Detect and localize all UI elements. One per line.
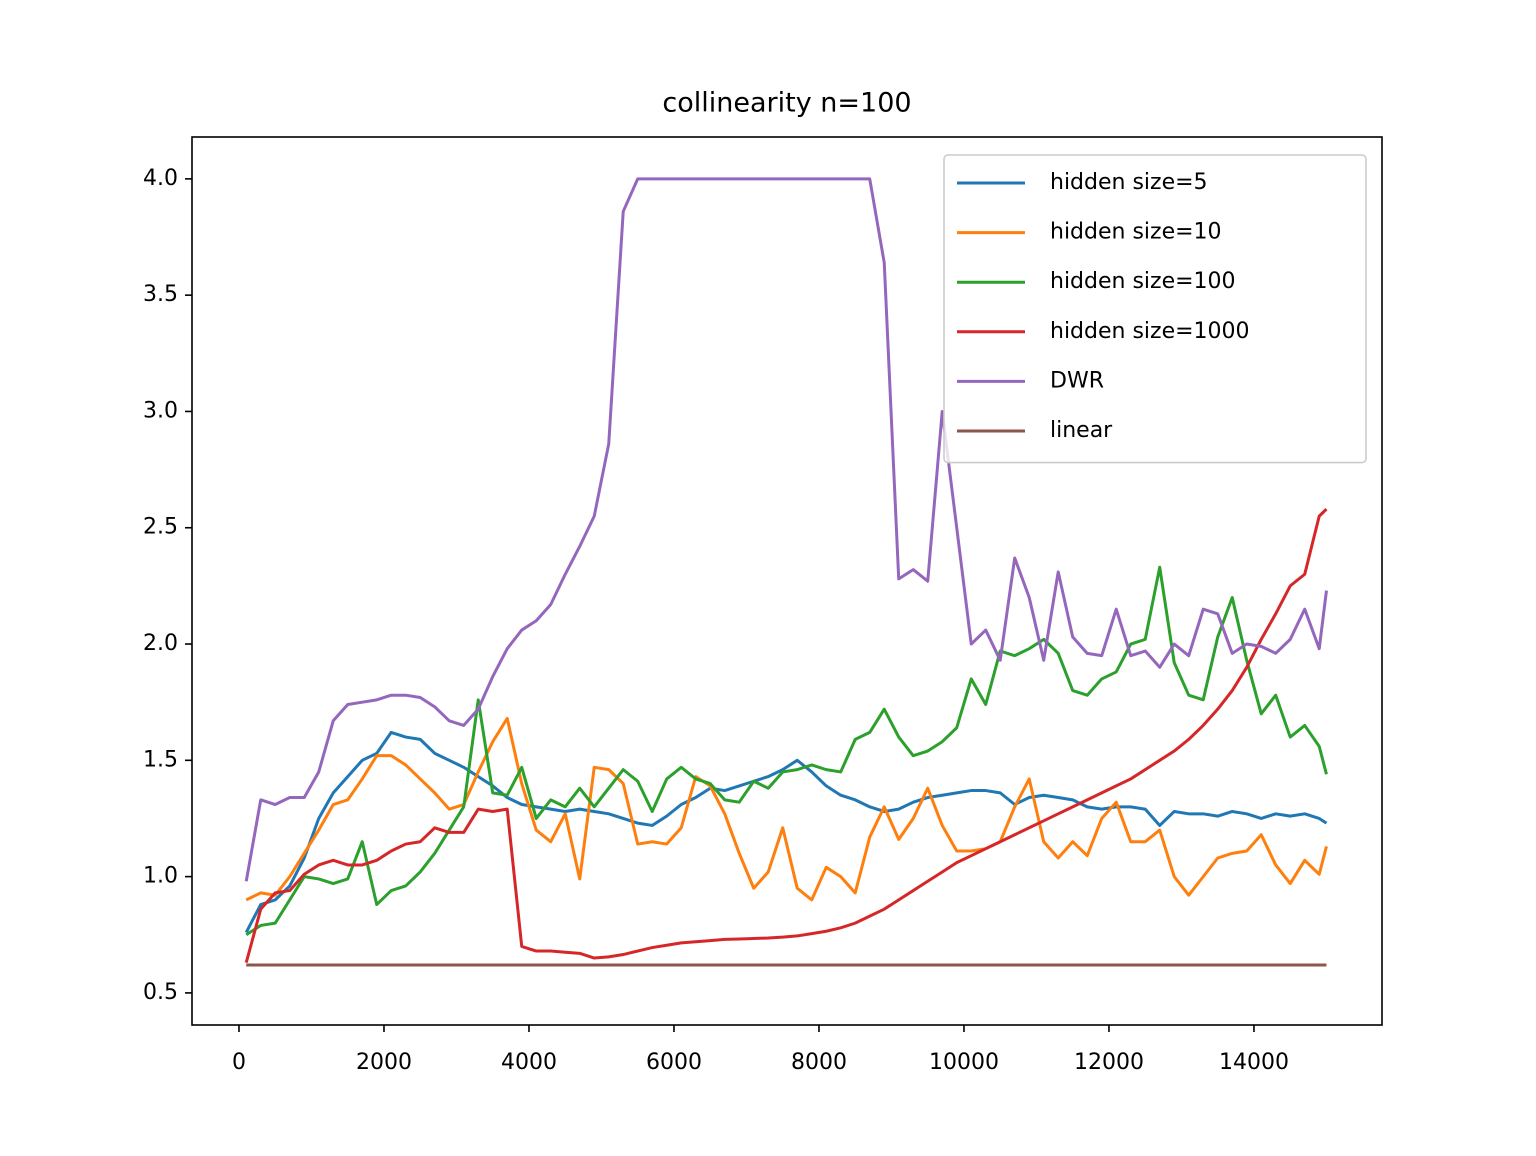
x-tick-label: 8000 bbox=[791, 1050, 847, 1075]
series-line bbox=[244, 177, 1328, 882]
x-tick-label: 14000 bbox=[1219, 1050, 1289, 1075]
chart-title: collinearity n=100 bbox=[662, 88, 911, 119]
legend-label: hidden size=100 bbox=[1050, 269, 1236, 294]
y-tick-label: 1.0 bbox=[143, 864, 178, 889]
legend-label: hidden size=10 bbox=[1050, 220, 1222, 245]
x-tick-label: 0 bbox=[232, 1050, 246, 1075]
legend-label: hidden size=5 bbox=[1050, 170, 1208, 195]
y-tick-label: 2.0 bbox=[143, 631, 178, 656]
x-tick-label: 6000 bbox=[646, 1050, 702, 1075]
y-tick-label: 3.5 bbox=[143, 282, 178, 307]
y-tick-label: 4.0 bbox=[143, 166, 178, 191]
axes-frame bbox=[191, 136, 1383, 1026]
legend-label: DWR bbox=[1050, 368, 1104, 393]
x-tick-label: 12000 bbox=[1074, 1050, 1144, 1075]
legend-box bbox=[943, 154, 1367, 464]
legend-label: hidden size=1000 bbox=[1050, 319, 1250, 344]
x-tick-label: 4000 bbox=[501, 1050, 557, 1075]
series-line bbox=[245, 716, 1328, 902]
x-tick-label: 10000 bbox=[929, 1050, 999, 1075]
y-tick-label: 2.5 bbox=[143, 515, 178, 540]
series-line bbox=[244, 508, 1328, 964]
series-line bbox=[245, 565, 1328, 937]
y-tick-label: 1.5 bbox=[143, 747, 178, 772]
series-line bbox=[244, 730, 1328, 934]
y-tick-label: 0.5 bbox=[143, 980, 178, 1005]
legend-label: linear bbox=[1050, 418, 1113, 443]
x-tick-label: 2000 bbox=[356, 1050, 412, 1075]
y-tick-label: 3.0 bbox=[143, 398, 178, 423]
